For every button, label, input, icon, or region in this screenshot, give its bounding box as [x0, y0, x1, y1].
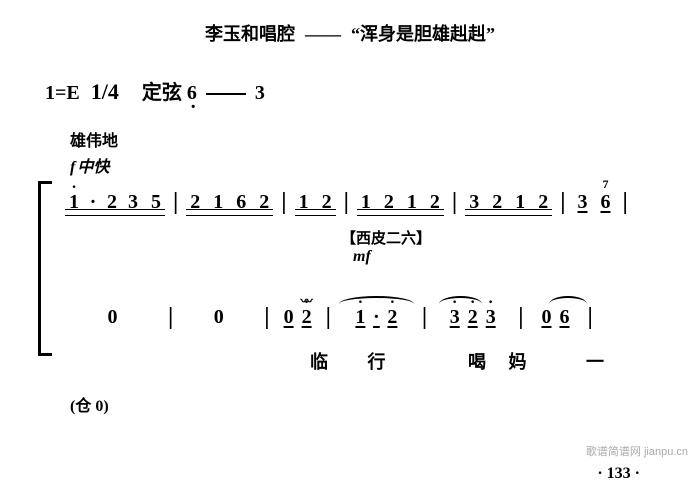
note-with-grace: 7 6 — [596, 191, 614, 214]
mordent-icon: 〰 — [298, 292, 316, 309]
dynamic-f: f — [70, 159, 75, 176]
note: 〰 2 — [298, 306, 316, 329]
note: 2 — [426, 191, 444, 214]
grace-note: 7 — [602, 177, 608, 192]
note-dot: · — [369, 306, 383, 329]
staff-line-2: 0 | 0 | 0 〰 2 | 1 · 2 | 3 2 3 | 0 6 — [45, 296, 700, 338]
key-label: 1=E — [45, 82, 80, 105]
staff: 1 · 2 3 5 | 2 1 6 2 | 1 2 | 1 2 1 2 | 3 … — [0, 181, 700, 338]
tuning: 定弦 6 3 — [142, 76, 265, 105]
time-signature: 1/4 — [91, 79, 119, 105]
note: 3 — [124, 191, 142, 214]
tie-icon — [549, 296, 587, 304]
measure-1: 1 · 2 3 5 — [65, 191, 165, 214]
barline: | — [622, 189, 627, 216]
title-sep: —— — [305, 24, 341, 44]
note: 1 — [209, 191, 227, 214]
lyric: 临 — [310, 348, 328, 374]
lyric: 喝 — [468, 348, 486, 374]
note: 1 — [65, 191, 83, 214]
note: 6 — [555, 306, 573, 329]
page-number: · 133 · — [597, 465, 640, 483]
note: 6 — [232, 191, 250, 214]
title-row: 李玉和唱腔 —— “浑身是胆雄赳赳” — [0, 0, 700, 46]
measure-2: 2 1 6 2 — [186, 191, 273, 214]
lyrics-row: 临 行 喝 妈 一 — [0, 348, 700, 374]
note: 2 — [488, 191, 506, 214]
meta-row: 1=E 1/4 定弦 6 3 — [0, 46, 700, 105]
barline: | — [560, 189, 565, 216]
dynamic-mf: mf — [45, 248, 700, 266]
note: 1 — [295, 191, 313, 214]
style-label: 雄伟地 — [0, 105, 700, 151]
tuning-label: 定弦 — [142, 82, 182, 104]
rest: 0 — [537, 306, 555, 329]
measure-5: 3 2 1 2 — [465, 191, 552, 214]
style-cue: 【西皮二六】 — [45, 227, 700, 248]
rest: 0 — [65, 306, 160, 329]
percussion-cue: (仓 0) — [0, 392, 700, 416]
measure-6: 3 7 6 — [573, 191, 614, 214]
note: 2 — [186, 191, 204, 214]
barline: | — [587, 304, 592, 331]
note: 1 — [357, 191, 375, 214]
tuning-dash — [206, 93, 246, 95]
barline: | — [452, 189, 457, 216]
note: 1 — [351, 306, 369, 329]
tempo-text: 中快 — [77, 159, 109, 176]
note: 2 — [534, 191, 552, 214]
note: 2 — [380, 191, 398, 214]
note: 1 — [403, 191, 421, 214]
rest: 0 — [280, 306, 298, 329]
note: 5 — [147, 191, 165, 214]
tie-icon — [439, 296, 482, 304]
measure-4v: 1 · 2 — [339, 306, 414, 329]
lyric: 一 — [586, 348, 604, 374]
system-bracket — [38, 181, 52, 356]
note: 3 — [465, 191, 483, 214]
rest: 0 — [181, 306, 256, 329]
tie-icon — [339, 296, 414, 304]
note: 3 — [482, 306, 500, 329]
barline: | — [326, 304, 331, 331]
note: 2 — [318, 191, 336, 214]
barline: | — [168, 304, 173, 331]
note: 2 — [255, 191, 273, 214]
note: 2 — [383, 306, 401, 329]
tuning-note-low: 6 — [187, 82, 197, 105]
note-dot: · — [86, 191, 100, 214]
tuning-note-high: 3 — [255, 82, 265, 104]
barline: | — [173, 189, 178, 216]
note: 3 — [573, 191, 591, 214]
lyric: 妈 — [509, 348, 527, 374]
measure-4: 1 2 1 2 — [357, 191, 444, 214]
barline: | — [422, 304, 427, 331]
barline: | — [344, 189, 349, 216]
title-sub: “浑身是胆雄赳赳” — [351, 24, 495, 44]
measure-3: 1 2 — [295, 191, 336, 214]
measure-3v: 0 〰 2 — [278, 306, 318, 329]
barline: | — [264, 304, 269, 331]
lyric: 行 — [368, 348, 386, 374]
barline: | — [518, 304, 523, 331]
barline: | — [281, 189, 286, 216]
note: 2 — [464, 306, 482, 329]
title-main: 李玉和唱腔 — [205, 24, 295, 44]
note: 3 — [446, 306, 464, 329]
staff-line-1: 1 · 2 3 5 | 2 1 6 2 | 1 2 | 1 2 1 2 | 3 … — [45, 181, 700, 223]
measure-6v: 0 6 — [531, 306, 579, 329]
watermark: 歌谱简谱网 jianpu.cn — [586, 443, 688, 459]
note: 1 — [511, 191, 529, 214]
tempo-label: f中快 — [0, 151, 700, 177]
measure-5v: 3 2 3 — [435, 306, 510, 329]
note: 6 — [600, 191, 610, 213]
note: 2 — [105, 191, 119, 214]
